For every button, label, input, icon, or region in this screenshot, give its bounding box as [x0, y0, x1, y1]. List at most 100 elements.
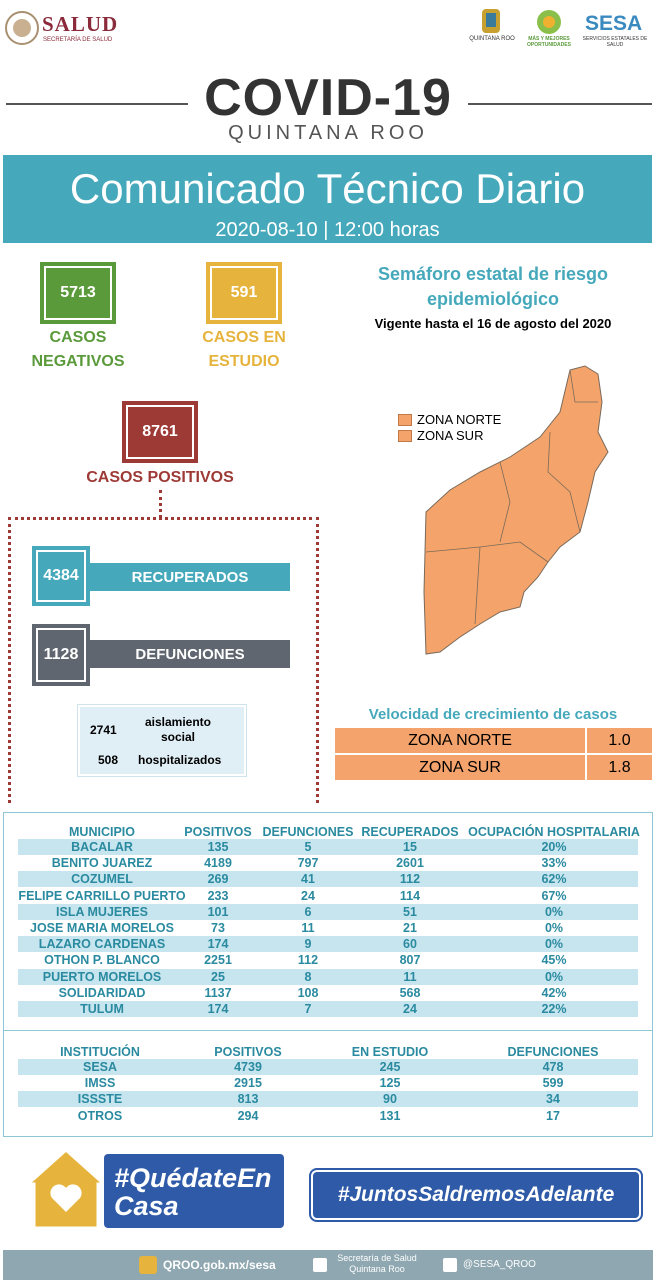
table-cell: 174	[207, 1002, 229, 1016]
table-cell: 45%	[541, 953, 567, 968]
table-cell: 67%	[541, 888, 567, 903]
table-cell: 233	[207, 888, 229, 903]
table-cell: 0%	[544, 969, 564, 984]
state-map	[423, 365, 609, 655]
table-cell: 125	[379, 1076, 401, 1091]
table-cell: IMSS	[84, 1076, 116, 1091]
table-cell: 0%	[544, 937, 564, 952]
negatives-value: 5713	[40, 262, 116, 324]
header-cell: EN ESTUDIO	[351, 1045, 429, 1059]
isolation-label: aislamiento social	[144, 715, 212, 744]
institution-table: INSTITUCIÓN POSITIVOS EN ESTUDIO DEFUNCIONE…	[3, 1030, 653, 1137]
table-cell: 174	[207, 937, 229, 952]
table-cell: 112	[399, 872, 421, 887]
municipality-table: MUNICIPIO POSITIVOS DEFUNCIONES RECUPERADOS…	[3, 812, 653, 1031]
negatives-label: CASOS NEGATIVOS	[31, 329, 125, 370]
table-cell: 90	[383, 1092, 397, 1107]
recovered-label: RECUPERADOS	[90, 563, 290, 591]
header-cell: POSITIVOS	[214, 1045, 282, 1059]
deaths-label: DEFUNCIONES	[90, 640, 290, 668]
header-cell: POSITIVOS	[184, 825, 252, 839]
dotted-connector	[159, 490, 162, 518]
twitter-icon	[443, 1258, 457, 1272]
footer-bar: QROO.gob.mx/sesa Secretaría de Salud Qui…	[3, 1250, 653, 1280]
salud-logo: SALUD	[42, 12, 119, 36]
table-cell: 9	[304, 937, 312, 952]
positives-label: CASOS POSITIVOS	[86, 469, 234, 486]
table-cell: 20%	[541, 840, 567, 854]
zone-rate: 1.0	[608, 732, 631, 749]
legend-swatch	[398, 414, 412, 426]
table-row: OTHON P. BLANCO 2251 112 807 45%	[18, 952, 638, 969]
slogan-logo: MÁS Y MEJORES OPORTUNIDADES	[527, 36, 571, 48]
table-cell: 568	[399, 985, 421, 1000]
table-cell: SOLIDARIDAD	[58, 985, 146, 1000]
table-cell: 813	[237, 1092, 259, 1107]
table-cell: 22%	[541, 1002, 567, 1016]
table-cell: 135	[207, 840, 229, 854]
growth-title: Velocidad de crecimiento de casos	[368, 706, 618, 723]
table-cell: 21	[403, 921, 417, 935]
table-cell: 6	[304, 904, 312, 919]
in-study-value: 591	[206, 262, 282, 324]
table-row: PUERTO MORELOS 25 8 11 0%	[18, 968, 638, 985]
table-cell: 2601	[396, 856, 424, 871]
table-cell: OTROS	[77, 1108, 123, 1123]
header-cell: DEFUNCIONES	[262, 825, 354, 839]
state-logo: QUINTANA ROO	[469, 36, 515, 42]
title-band: Comunicado Técnico Diario 2020-08-10 | 1…	[3, 155, 652, 243]
table-cell: 294	[237, 1108, 259, 1123]
in-study-label: CASOS EN ESTUDIO	[202, 329, 286, 370]
growth-row: ZONA NORTE 1.0	[335, 728, 652, 753]
hospitalized-value: 508	[98, 753, 119, 767]
table-cell: COZUMEL	[71, 872, 133, 887]
table-cell: FELIPE CARRILLO PUERTO	[18, 888, 186, 903]
facebook-icon	[313, 1258, 327, 1272]
table-cell: 2251	[204, 953, 232, 968]
growth-row: ZONA SUR 1.8	[335, 755, 652, 780]
deaths-value: 1128	[32, 624, 90, 686]
table-row: FELIPE CARRILLO PUERTO 233 24 114 67%	[18, 887, 638, 904]
report-date: 2020-08-10 | 12:00 horas	[215, 219, 440, 241]
legend-label: ZONA SUR	[417, 428, 484, 443]
risk-validity: Vigente hasta el 16 de agosto del 2020	[374, 316, 612, 331]
recovered-value: 4384	[32, 546, 90, 606]
table-cell: 245	[379, 1060, 401, 1074]
table-cell: 599	[542, 1076, 564, 1091]
table-cell: 2915	[234, 1076, 262, 1091]
isolation-value: 2741	[90, 723, 117, 737]
status-box: 2741 aislamiento social 508 hospitalizad…	[77, 704, 247, 777]
header-cell: RECUPERADOS	[361, 825, 459, 839]
table-cell: 41	[301, 872, 315, 887]
table-cell: ISSSTE	[77, 1092, 123, 1107]
table-cell: 15	[403, 840, 417, 854]
banner-rule	[6, 103, 188, 105]
table-cell: 60	[403, 937, 417, 952]
header-cell: DEFUNCIONES	[507, 1045, 599, 1059]
growth-table: ZONA NORTE 1.0 ZONA SUR 1.8	[335, 728, 652, 782]
sesa-logo: SESA	[585, 12, 643, 35]
table-row: ISSSTE 813 90 34	[18, 1091, 638, 1108]
table-cell: 24	[403, 1002, 417, 1016]
table-cell: OTHON P. BLANCO	[44, 953, 160, 968]
table-cell: JOSE MARIA MORELOS	[30, 921, 174, 935]
house-icon	[26, 1148, 106, 1230]
table-cell: 807	[399, 953, 421, 968]
table-row: COZUMEL 269 41 112 62%	[18, 871, 638, 888]
table-cell: 112	[297, 953, 319, 968]
website: QROO.gob.mx/sesa	[163, 1258, 276, 1272]
table-cell: 11	[301, 921, 315, 935]
facebook: Secretaría de Salud Quintana Roo	[337, 1253, 417, 1274]
table-cell: 25	[211, 969, 225, 984]
table-cell: 17	[546, 1108, 560, 1123]
header-cell: MUNICIPIO	[69, 825, 135, 839]
banner-title: COVID-19	[204, 69, 452, 127]
hospitalized-label: hospitalizados	[138, 753, 222, 767]
table-cell: 478	[542, 1060, 564, 1074]
zone-divider	[585, 728, 587, 753]
web-icon	[139, 1256, 157, 1274]
slogan-icon	[537, 10, 561, 34]
table-cell: 101	[207, 904, 229, 919]
table-cell: 0%	[544, 904, 564, 919]
